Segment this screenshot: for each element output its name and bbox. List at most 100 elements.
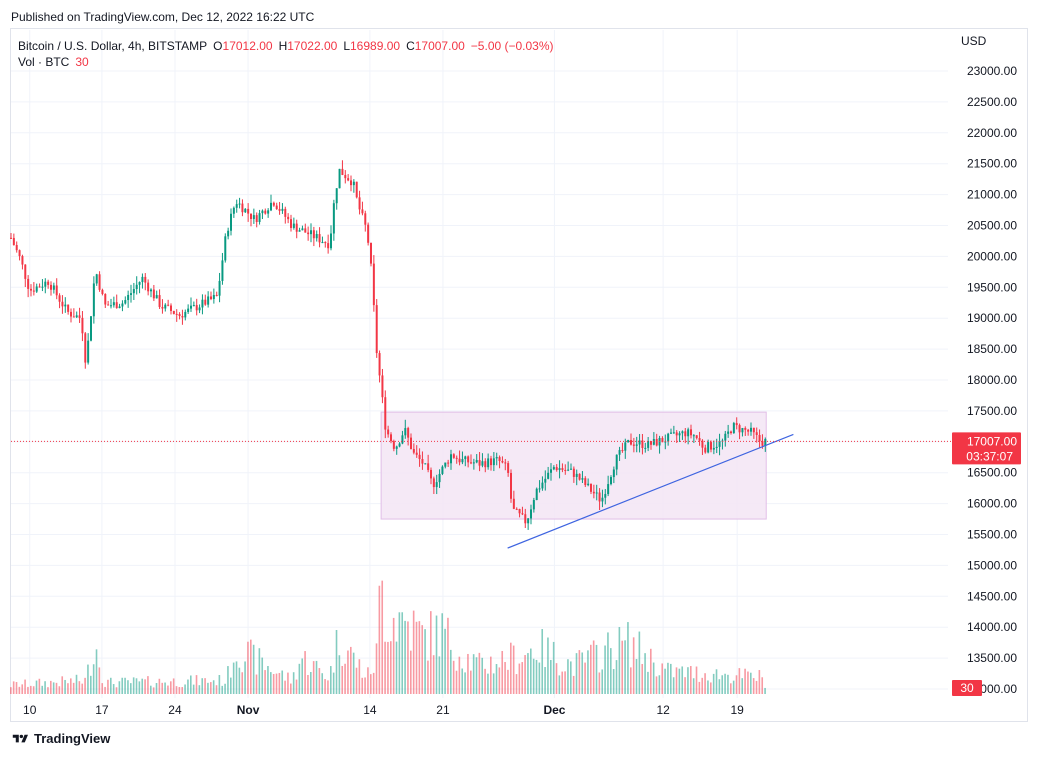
volume-bar <box>21 684 24 694</box>
volume-bar <box>24 679 26 694</box>
volume-bar <box>152 687 155 694</box>
volume-bar <box>241 672 244 694</box>
y-tick-label: 17500.00 <box>967 404 1017 418</box>
volume-bar <box>127 680 129 694</box>
candle-body <box>264 210 267 214</box>
candle-body <box>669 432 672 434</box>
range-box[interactable] <box>380 411 767 520</box>
candle-body <box>709 442 712 450</box>
volume-bar <box>675 667 678 694</box>
volume-label[interactable]: Vol · BTC <box>18 55 70 69</box>
candle-body <box>10 237 12 239</box>
volume-bar <box>367 667 369 694</box>
candle-body <box>329 233 332 249</box>
footer-brand[interactable]: TradingView <box>11 731 110 746</box>
high-value: 17022.00 <box>287 39 338 53</box>
volume-bar <box>315 660 318 694</box>
candle-body <box>78 315 81 318</box>
published-header: Published on TradingView.com, Dec 12, 20… <box>11 10 315 24</box>
trendline[interactable] <box>507 433 794 549</box>
candle-body <box>12 237 15 246</box>
candle-body <box>184 311 187 318</box>
candle-body <box>661 437 664 443</box>
volume-bar <box>564 671 566 694</box>
volume-bar <box>744 668 746 694</box>
candle-body <box>335 188 338 204</box>
candle-body <box>369 242 372 264</box>
volume-bar <box>352 652 355 694</box>
volume-bar <box>95 649 98 694</box>
candle-body <box>601 497 604 502</box>
candle-body <box>15 245 18 251</box>
candle-body <box>684 431 687 437</box>
candle-body <box>481 461 484 466</box>
currency-label[interactable]: USD <box>961 34 987 48</box>
volume-bar <box>184 684 186 694</box>
candle-body <box>255 215 258 223</box>
volume-bar <box>758 670 761 694</box>
volume-bar <box>75 674 78 694</box>
volume-bar <box>584 662 586 694</box>
volume-bar <box>124 677 126 694</box>
volume-bar <box>404 620 406 694</box>
volume-bar <box>229 677 232 694</box>
volume-bar <box>329 666 332 694</box>
x-tick-label: Dec <box>543 703 565 717</box>
volume-bar <box>344 663 346 694</box>
volume-bar <box>447 617 449 694</box>
candle-body <box>241 203 244 213</box>
candle-body <box>564 469 567 471</box>
volume-bar <box>418 621 421 694</box>
volume-bar <box>358 659 361 694</box>
volume-bar <box>309 672 312 694</box>
candle-body <box>175 313 178 315</box>
volume-bar <box>55 682 58 694</box>
volume-bar <box>169 681 172 694</box>
volume-bar <box>549 659 552 694</box>
candle-body <box>18 250 21 257</box>
candle-body <box>327 243 330 249</box>
volume-bar <box>487 673 489 694</box>
symbol-title[interactable]: Bitcoin / U.S. Dollar, 4h, BITSTAMP <box>18 39 208 53</box>
volume-bar <box>392 617 395 694</box>
candle-body <box>244 208 247 213</box>
candle-body <box>207 296 210 305</box>
candle-body <box>589 483 592 492</box>
countdown-text: 03:37:07 <box>966 449 1013 463</box>
volume-bar <box>355 667 358 694</box>
candle-body <box>541 482 544 489</box>
candle-body <box>27 278 30 289</box>
x-tick-label: 17 <box>95 703 109 717</box>
last-volume-badge <box>952 680 982 696</box>
chart-frame[interactable] <box>10 28 1028 722</box>
volume-bar <box>147 676 149 694</box>
candle-body <box>581 478 584 480</box>
candle-body <box>81 317 84 334</box>
volume-bar <box>227 666 229 694</box>
candle-body <box>712 447 715 450</box>
y-tick-label: 21500.00 <box>967 157 1017 171</box>
candle-body <box>349 180 352 186</box>
candle-body <box>675 432 678 436</box>
volume-bar <box>449 649 452 694</box>
volume-bar <box>415 621 418 694</box>
volume-bar <box>429 611 432 694</box>
candle-body <box>689 429 692 436</box>
tradingview-logo-icon <box>12 734 28 742</box>
candle-body <box>58 295 61 302</box>
volume-bar <box>389 641 392 694</box>
candle-body <box>681 431 684 434</box>
volume-bar <box>244 661 246 694</box>
candle-body <box>655 438 658 446</box>
candle-body <box>344 174 347 179</box>
volume-bar <box>424 629 426 694</box>
candle-body <box>389 434 392 442</box>
candle-body <box>472 462 475 464</box>
candle-body <box>364 213 367 225</box>
candle-body <box>307 232 310 235</box>
volume-bar <box>409 650 412 694</box>
volume-bar <box>538 662 541 694</box>
volume-bar <box>35 680 38 694</box>
volume-bar <box>398 612 401 694</box>
